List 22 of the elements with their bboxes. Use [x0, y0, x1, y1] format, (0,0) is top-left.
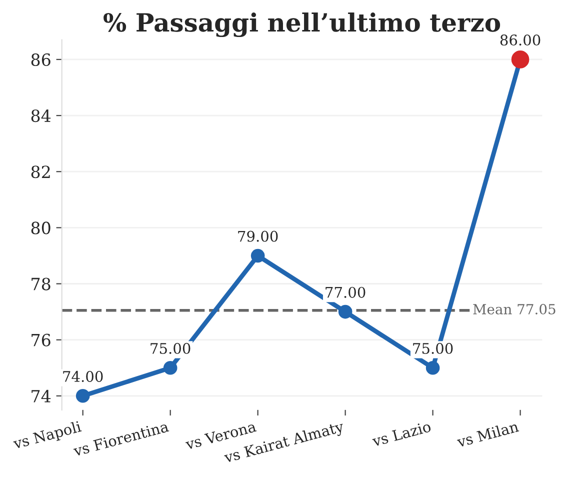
point	[163, 360, 178, 375]
data-label: 74.00	[63, 370, 103, 382]
point	[426, 360, 440, 375]
y-tick-label: 74	[32, 390, 51, 402]
y-tick-label: 86	[31, 53, 50, 66]
data-label: 86.00	[500, 34, 540, 46]
y-tick-label: 82	[31, 166, 50, 178]
y-tick-label: 78	[32, 278, 50, 290]
point	[250, 248, 265, 263]
x-tick-label: vs Lazio	[371, 420, 432, 447]
y-tick-label: 76	[32, 334, 50, 346]
chart-title: % Passaggi nell’ultimo terzo	[104, 12, 500, 38]
data-label: 75.00	[150, 342, 190, 354]
data-label: 79.00	[238, 230, 278, 242]
y-tick-label: 80	[31, 222, 50, 234]
data-label: 75.00	[413, 342, 453, 354]
x-tick-label: vs Milan	[456, 420, 520, 448]
data-label: 77.00	[326, 286, 366, 298]
ref-line-label: Mean 77.05	[473, 304, 556, 314]
point	[76, 388, 90, 403]
y-tick-label: 84	[31, 110, 51, 122]
point	[338, 304, 352, 319]
